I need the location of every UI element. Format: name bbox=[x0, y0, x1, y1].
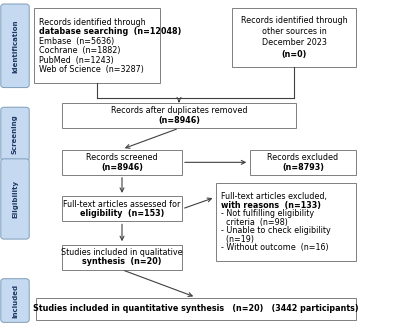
Text: (n=8793): (n=8793) bbox=[282, 163, 324, 171]
Text: eligibility  (n=153): eligibility (n=153) bbox=[80, 209, 164, 218]
Text: Identification: Identification bbox=[12, 19, 18, 73]
FancyBboxPatch shape bbox=[1, 4, 29, 88]
Text: December 2023: December 2023 bbox=[262, 39, 326, 48]
Text: Eligibility: Eligibility bbox=[12, 180, 18, 218]
Text: synthesis  (n=20): synthesis (n=20) bbox=[82, 257, 162, 266]
Text: (n=19): (n=19) bbox=[221, 235, 254, 244]
Text: criteria  (n=98): criteria (n=98) bbox=[221, 218, 288, 227]
Text: Full-text articles assessed for: Full-text articles assessed for bbox=[63, 200, 181, 209]
FancyBboxPatch shape bbox=[216, 183, 356, 261]
Text: Embase  (n=5636): Embase (n=5636) bbox=[39, 37, 114, 46]
FancyBboxPatch shape bbox=[1, 107, 29, 161]
Text: Screening: Screening bbox=[12, 114, 18, 154]
Text: PubMed  (n=1243): PubMed (n=1243) bbox=[39, 56, 114, 65]
FancyBboxPatch shape bbox=[62, 150, 182, 175]
Text: Records screened: Records screened bbox=[86, 153, 158, 162]
FancyBboxPatch shape bbox=[250, 150, 356, 175]
FancyBboxPatch shape bbox=[232, 8, 356, 67]
Text: Cochrane  (n=1882): Cochrane (n=1882) bbox=[39, 46, 120, 55]
FancyBboxPatch shape bbox=[62, 245, 182, 270]
Text: Web of Science  (n=3287): Web of Science (n=3287) bbox=[39, 65, 144, 74]
Text: Records identified through: Records identified through bbox=[39, 18, 146, 27]
Text: Included: Included bbox=[12, 283, 18, 318]
Text: database searching  (n=12048): database searching (n=12048) bbox=[39, 27, 181, 36]
FancyBboxPatch shape bbox=[62, 103, 296, 128]
Text: - Unable to check eligibility: - Unable to check eligibility bbox=[221, 226, 330, 235]
Text: (n=8946): (n=8946) bbox=[101, 163, 143, 171]
FancyBboxPatch shape bbox=[62, 196, 182, 221]
Text: Studies included in quantitative synthesis   (n=20)   (3442 participants): Studies included in quantitative synthes… bbox=[33, 304, 359, 313]
Text: Records excluded: Records excluded bbox=[268, 153, 338, 162]
Text: other sources in: other sources in bbox=[262, 27, 326, 36]
FancyBboxPatch shape bbox=[36, 298, 356, 320]
Text: Records identified through: Records identified through bbox=[241, 16, 347, 25]
Text: (n=8946): (n=8946) bbox=[158, 116, 200, 125]
FancyBboxPatch shape bbox=[1, 159, 29, 239]
Text: Full-text articles excluded,: Full-text articles excluded, bbox=[221, 192, 327, 201]
FancyBboxPatch shape bbox=[1, 279, 29, 322]
FancyBboxPatch shape bbox=[34, 8, 160, 83]
Text: with reasons  (n=133): with reasons (n=133) bbox=[221, 201, 321, 210]
Text: Records after duplicates removed: Records after duplicates removed bbox=[111, 107, 247, 116]
Text: Studies included in qualitative: Studies included in qualitative bbox=[61, 248, 183, 257]
Text: - Without outcome  (n=16): - Without outcome (n=16) bbox=[221, 243, 328, 252]
Text: - Not fulfilling eligibility: - Not fulfilling eligibility bbox=[221, 209, 314, 218]
Text: (n=0): (n=0) bbox=[281, 50, 307, 59]
